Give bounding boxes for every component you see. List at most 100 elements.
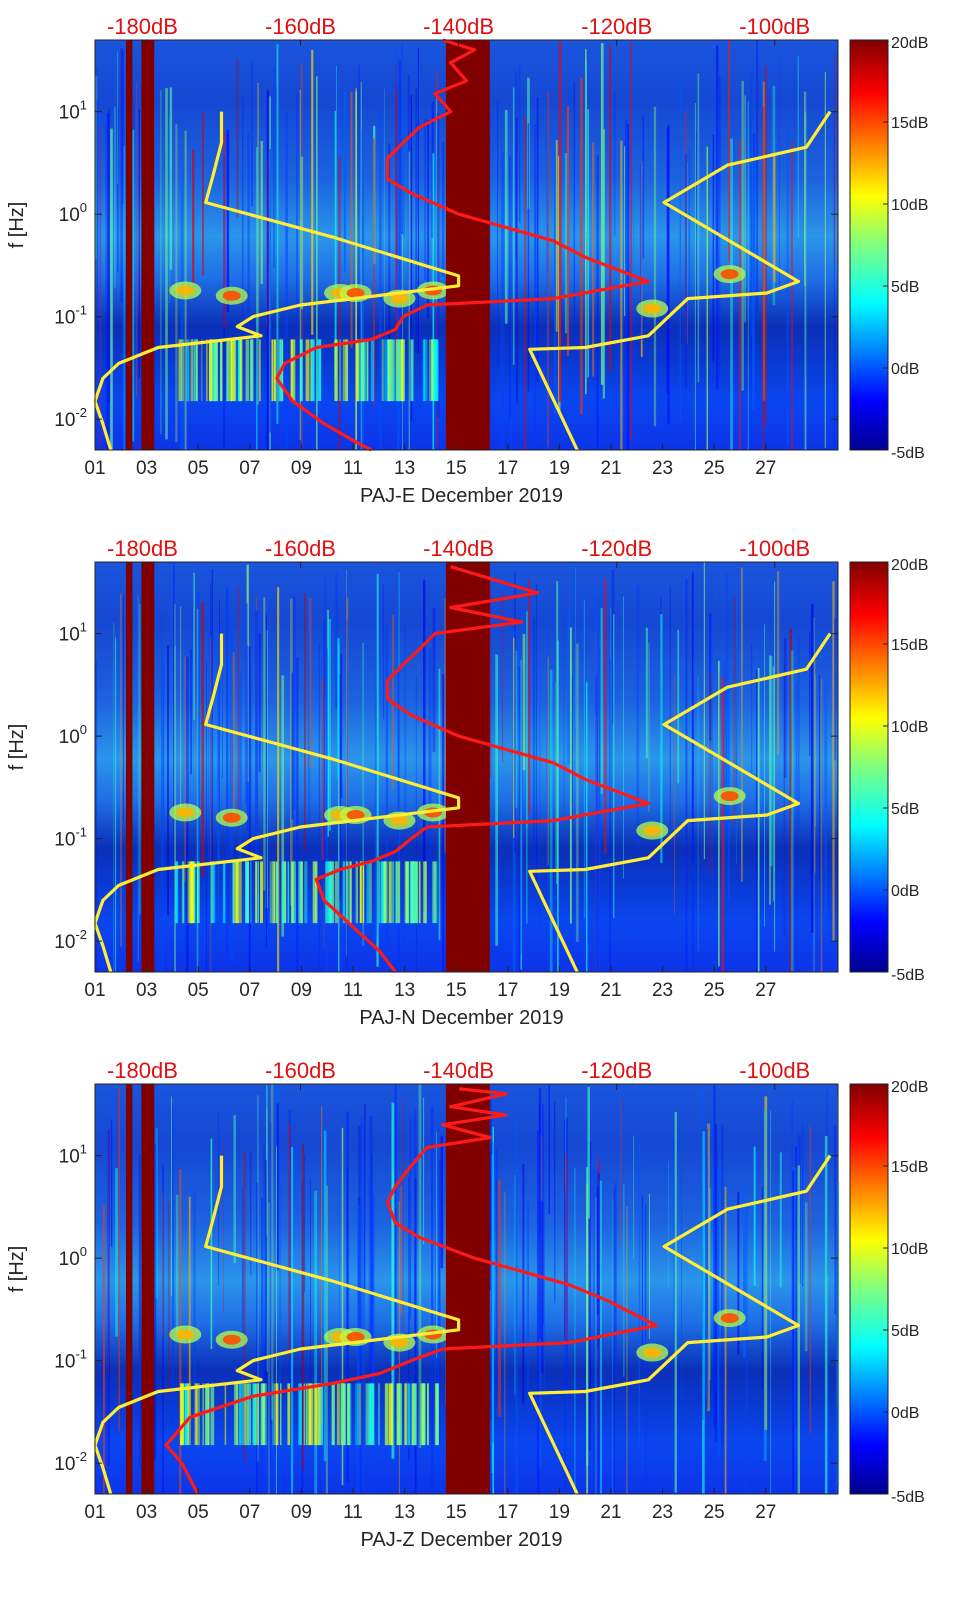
spectrogram-streak [580,77,583,415]
spectrogram-streak [223,1141,224,1314]
spectrogram-streak [364,1103,366,1292]
spectrogram-streak [296,657,299,972]
spectrogram-streak [669,586,671,830]
x-tick-label: 17 [497,458,518,479]
spectrogram-streak [291,1146,294,1494]
spectrogram-streak [343,92,347,272]
spectrogram-streak [357,1205,360,1494]
x-tick-label: 03 [136,1502,157,1523]
spectrogram-streak [239,1383,241,1446]
spectrogram-streak [288,1109,291,1389]
spectrogram-streak [737,1192,740,1355]
spectrogram-streak [779,56,780,294]
spectrogram-streak [270,1084,274,1420]
spectrogram-streak [327,609,329,837]
spectrogram-streak [336,1383,340,1446]
top-tick-label: -180dB [107,1058,178,1083]
colorbar-tick-label: -5dB [891,967,925,984]
top-tick-label: -140dB [423,14,494,39]
spectrogram-streak [501,105,503,451]
spectrogram-streak [118,1087,120,1432]
spectrogram-streak [311,339,315,402]
spectrogram-streak [165,88,168,440]
spectrogram-streak [106,112,110,451]
spectrogram-streak [725,571,728,833]
spectrogram-streak [715,137,718,264]
spectrogram-streak [355,91,357,451]
spectrogram-streak [761,1187,763,1389]
x-tick-label: 19 [549,458,570,479]
spectrogram-streak [197,591,200,959]
x-tick-label: 21 [600,1502,621,1523]
spectrogram-streak [587,1086,590,1219]
spectrogram-streak [396,1383,400,1446]
spectrogram-streak [564,1119,566,1340]
spectrogram-streak [341,1127,344,1486]
spectrogram-streak [444,598,446,853]
spectrogram-streak [809,1125,811,1434]
spectrogram-streak [527,123,530,392]
spectrogram-streak [630,41,632,441]
spectrogram-streak [161,1192,164,1336]
station-noise-curve [528,110,832,451]
spectrogram-streak [366,861,370,924]
spectrogram-streak [210,583,212,920]
spectrogram-streak [274,339,276,402]
spectrogram-streak [735,580,738,864]
spectrogram-streak [745,1206,748,1494]
x-tick-label: 05 [188,980,209,1001]
spectrogram-streak [222,861,226,924]
colorbar-tick-label: 0dB [891,883,919,900]
plot-frame [94,561,839,973]
spectrogram-streak [489,113,491,419]
spectrogram-streak [224,1383,227,1446]
spectrogram-streak [779,1152,782,1288]
spectrogram-streak [627,123,630,450]
spectrogram-streak [497,98,499,368]
spectrogram-streak [323,1130,327,1461]
spectrogram-streak [719,77,721,236]
spectrogram-streak [236,1383,239,1446]
y-tick-exponent: 1 [80,1142,87,1157]
spectrogram-streak [310,1179,311,1407]
spectrogram-streak [436,1383,439,1446]
spectrogram-streak [264,1383,267,1446]
spectrogram-streak [520,659,522,970]
spectrogram-streak [312,861,317,924]
spectrogram-streak [388,339,390,402]
spectrogram-streak [595,1197,597,1494]
spectrogram-streak [441,141,445,278]
spectrogram-streak [434,339,438,402]
spectrogram-streak [360,1118,364,1494]
spectrogram-streak [304,861,308,924]
colorbar-gradient [849,561,889,973]
spectrogram-streak [388,861,392,924]
spectrogram-streak [325,861,329,924]
spectrogram-streak [751,643,753,778]
spectrogram-streak [543,1149,545,1391]
spectrogram-streak [422,339,425,402]
spectrogram-streak [774,581,776,952]
colorbar-tick-label: 0dB [891,1405,919,1422]
spectrogram-streak [171,1096,172,1296]
spectrogram-streak [390,339,392,402]
y-tick-base: 10 [54,308,75,329]
y-axis-label: f [Hz] [6,202,28,249]
spectrogram-streak [114,106,116,288]
y-tick-label: 10-1 [54,303,87,329]
spectrogram-streak [345,339,349,402]
spectrogram-streak [638,1141,641,1449]
spectrogram-streak [763,1110,767,1461]
spectrogram-streak [750,71,752,337]
top-tick-label: -160dB [265,1058,336,1083]
top-tick-label: -100dB [739,14,810,39]
spectrogram-streak [210,339,213,402]
spectrogram-streak [834,618,837,761]
spectrogram-streak [640,161,643,357]
spectrogram-streak [357,1383,360,1446]
spectrogram-streak [626,1206,628,1494]
spectrogram-streak [304,593,306,850]
spectrogram-streak [215,339,219,402]
